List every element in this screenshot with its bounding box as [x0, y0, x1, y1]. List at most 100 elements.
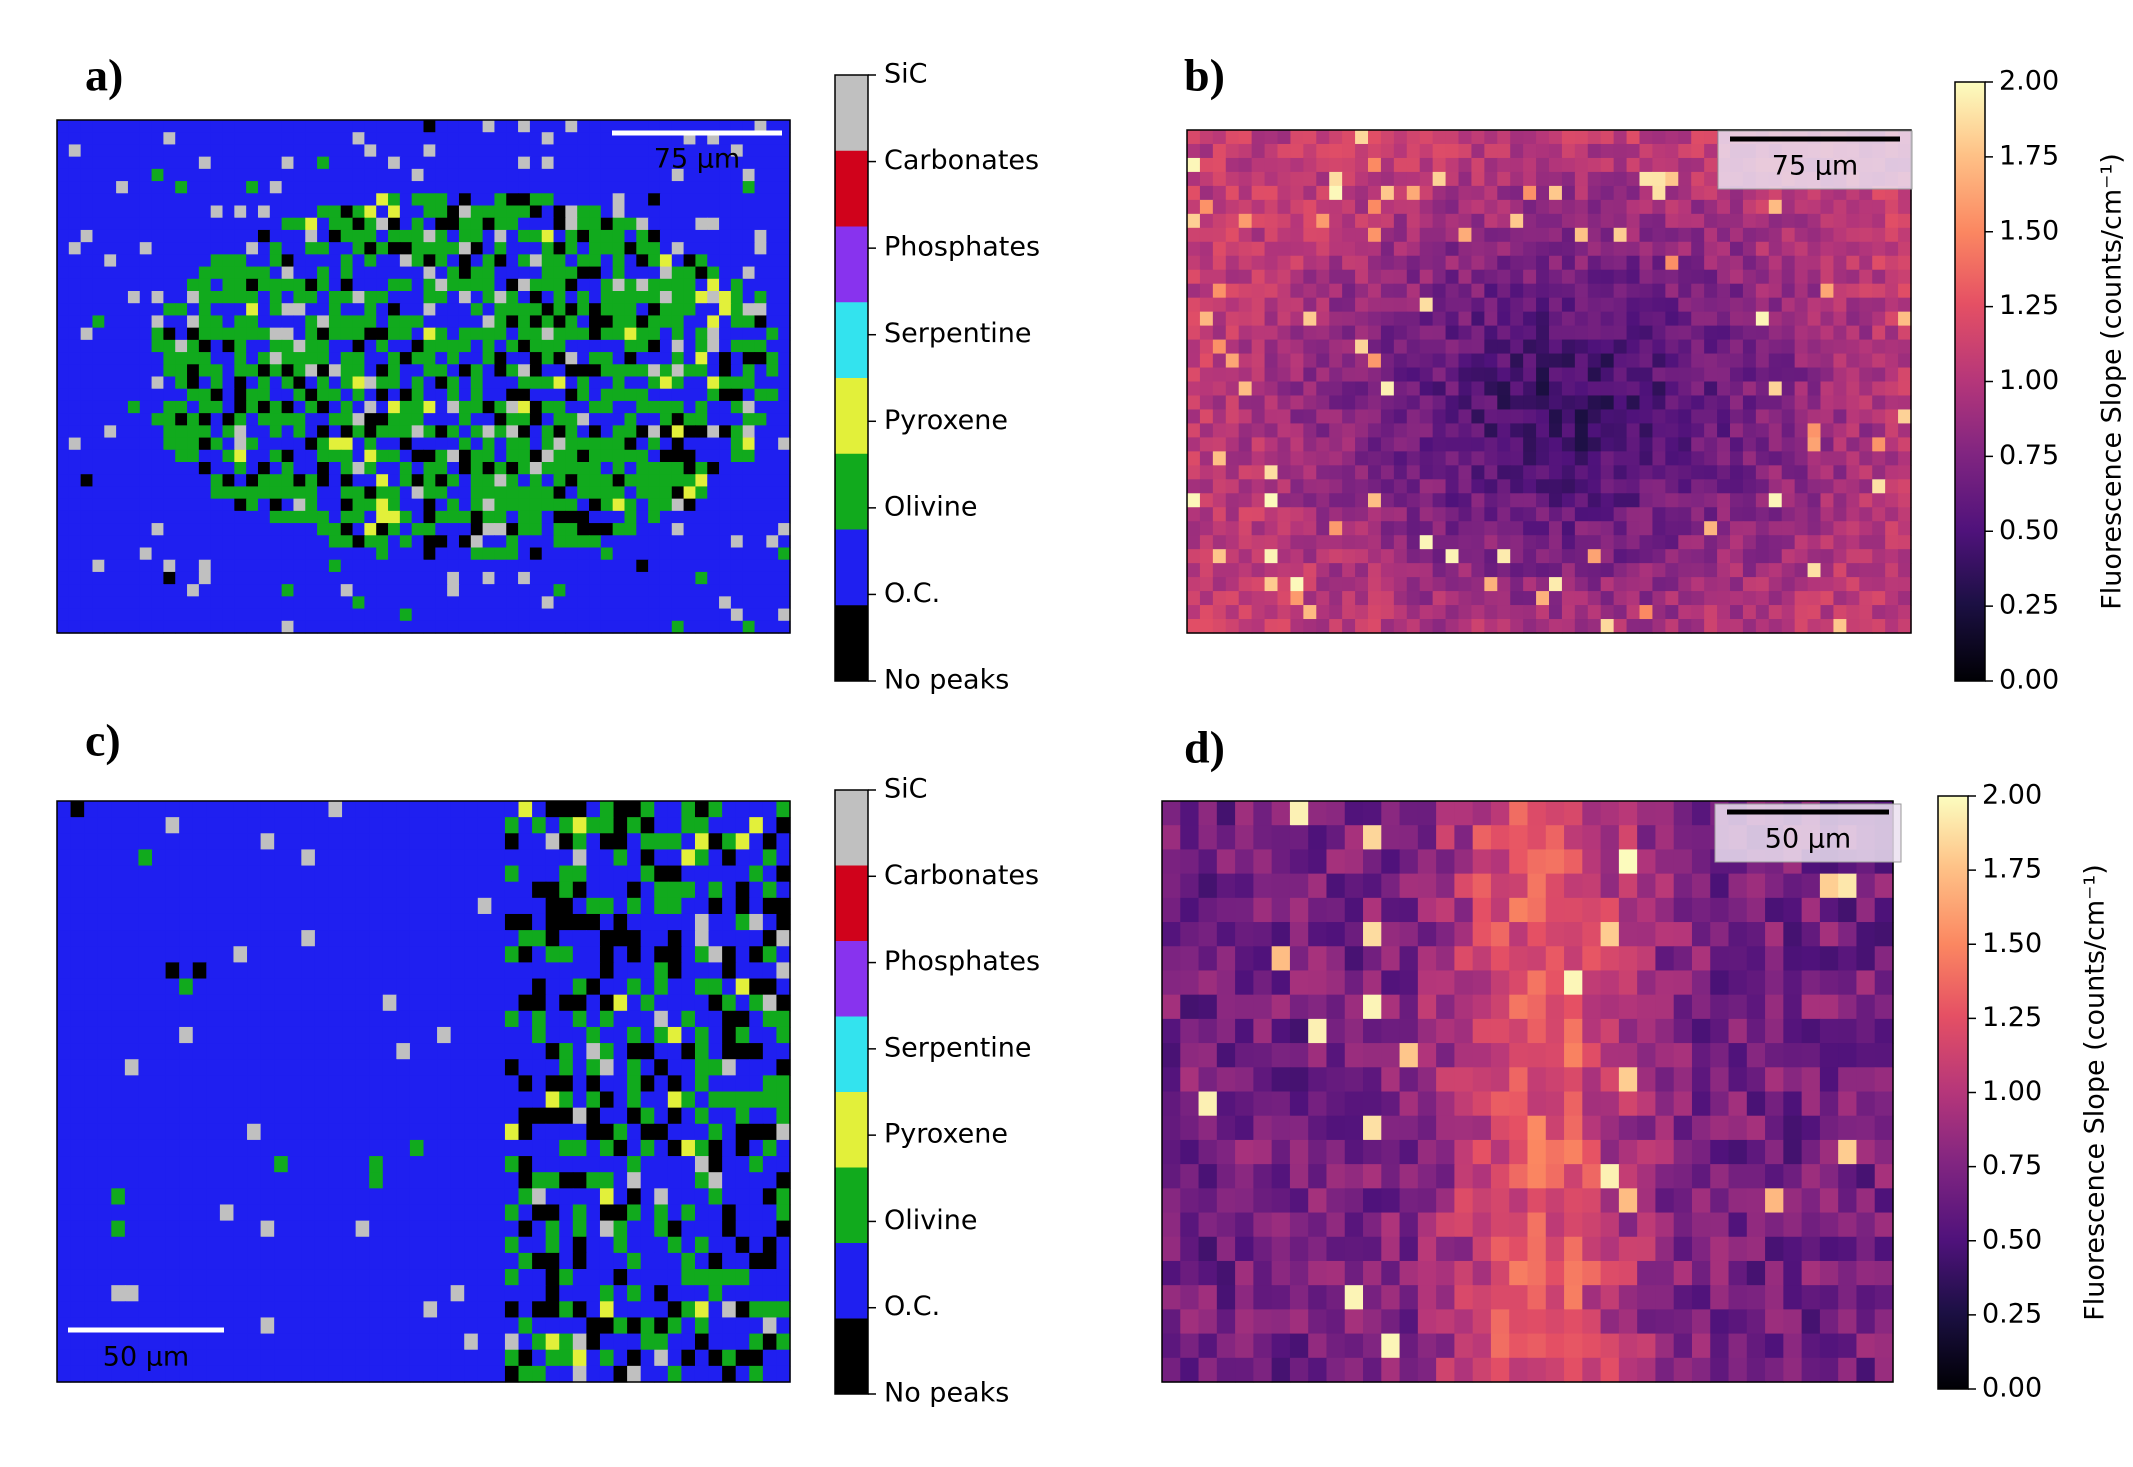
map-cell	[246, 449, 259, 463]
map-cell	[68, 242, 82, 255]
map-cell	[80, 181, 94, 194]
map-cell	[1290, 213, 1304, 229]
panel-label: b)	[1184, 50, 1225, 101]
map-cell	[305, 303, 318, 317]
map-cell	[695, 364, 708, 378]
map-cell	[659, 510, 673, 524]
map-cell	[287, 833, 302, 851]
map-cell	[482, 242, 496, 255]
map-cell	[1768, 605, 1783, 620]
map-cell	[1355, 465, 1369, 480]
map-cell	[1536, 437, 1550, 452]
map-cell	[1419, 535, 1434, 550]
map-cell	[328, 608, 342, 622]
map-cell	[376, 571, 389, 585]
map-cell	[281, 523, 295, 536]
map-cell	[163, 584, 176, 597]
map-cell	[482, 339, 496, 353]
map-cell	[1717, 227, 1731, 243]
map-cell	[411, 620, 425, 634]
map-cell	[1626, 311, 1641, 327]
map-cell	[364, 584, 377, 597]
map-cell	[210, 156, 224, 170]
map-cell	[1445, 535, 1460, 550]
map-cell	[198, 181, 212, 194]
map-cell	[719, 278, 732, 292]
map-cell	[1225, 157, 1240, 173]
map-cell	[1432, 283, 1447, 299]
map-cell	[1626, 130, 1641, 145]
legend-label: SiC	[884, 59, 928, 90]
map-cell	[1290, 423, 1304, 438]
map-cell	[305, 486, 318, 500]
map-cell	[1846, 311, 1860, 327]
map-cell	[1742, 283, 1757, 299]
map-cell	[719, 229, 732, 243]
map-cell	[1510, 255, 1524, 271]
map-cell	[1587, 437, 1602, 452]
map-cell	[187, 266, 200, 280]
map-cell	[1846, 297, 1860, 313]
map-cell	[340, 425, 354, 439]
map-cell	[506, 193, 519, 207]
map-cell	[246, 168, 259, 182]
map-cell	[1807, 493, 1822, 508]
map-cell	[624, 535, 637, 549]
map-cell	[648, 437, 661, 451]
map-cell	[1419, 269, 1434, 285]
map-cell	[342, 817, 357, 834]
legend-label: Serpentine	[884, 318, 1032, 349]
map-cell	[491, 801, 506, 818]
map-cell	[1419, 521, 1434, 536]
map-cell	[1678, 269, 1692, 285]
map-cell	[1742, 577, 1757, 592]
map-cell	[494, 437, 507, 451]
map-cell	[1523, 451, 1537, 466]
map-cell	[234, 474, 247, 488]
map-cell	[1445, 619, 1460, 634]
map-cell	[1523, 381, 1537, 397]
map-cell	[92, 339, 105, 353]
map-cell	[1187, 367, 1201, 383]
map-cell	[68, 339, 82, 353]
map-cell	[695, 437, 708, 451]
map-cell	[1471, 563, 1485, 578]
map-cell	[1781, 521, 1796, 536]
map-cell	[754, 242, 767, 255]
map-cell	[234, 437, 247, 451]
map-cell	[317, 266, 330, 280]
map-cell	[234, 584, 247, 597]
map-cell	[269, 242, 283, 255]
map-cell	[707, 413, 720, 426]
map-cell	[260, 881, 275, 899]
map-cell	[210, 584, 224, 597]
map-cell	[719, 535, 732, 549]
map-cell	[506, 425, 519, 439]
map-cell	[364, 620, 377, 634]
map-cell	[198, 315, 212, 329]
map-cell	[683, 352, 697, 365]
map-cell	[187, 364, 200, 378]
map-cell	[1872, 493, 1886, 508]
map-cell	[1859, 465, 1873, 480]
map-cell	[1768, 241, 1783, 257]
map-cell	[1691, 367, 1705, 383]
map-cell	[1187, 297, 1201, 313]
map-cell	[68, 193, 82, 207]
map-cell	[175, 364, 188, 378]
map-cell	[1639, 591, 1654, 606]
map-cell	[659, 413, 673, 426]
map-cell	[1704, 549, 1718, 564]
map-cell	[1613, 591, 1628, 606]
map-cell	[589, 254, 602, 268]
map-cell	[719, 120, 732, 133]
map-cell	[68, 266, 82, 280]
map-cell	[127, 278, 141, 292]
map-cell	[730, 425, 744, 439]
map-cell	[1380, 381, 1395, 397]
map-cell	[210, 181, 224, 194]
map-cell	[1639, 185, 1654, 201]
map-cell	[1626, 381, 1641, 397]
map-cell	[458, 327, 472, 341]
map-cell	[1536, 549, 1550, 564]
